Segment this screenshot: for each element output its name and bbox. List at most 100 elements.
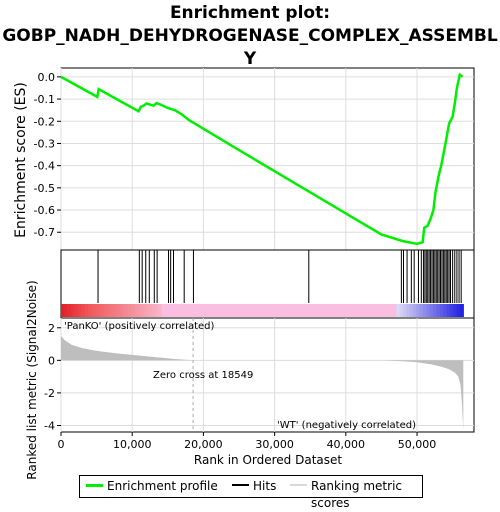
color-bar-segment	[154, 304, 159, 317]
color-bar-segment	[138, 304, 143, 317]
color-bar-segment	[218, 304, 223, 317]
color-bar-segment	[161, 304, 166, 317]
color-bar-segment	[416, 304, 421, 317]
color-bar-segment	[268, 304, 273, 317]
metric-y-ticks: 2 0 -2 -4	[44, 322, 61, 432]
color-bar-segment	[104, 304, 109, 317]
x-tick-label: 50,000	[398, 438, 437, 451]
metric-tick-label: -2	[44, 387, 55, 400]
color-bar-segment	[426, 304, 431, 317]
color-bar-segment	[178, 304, 183, 317]
metric-grid	[60, 318, 474, 432]
color-bar-segment	[168, 304, 173, 317]
color-bar-segment	[356, 304, 360, 317]
color-bar-segment	[305, 304, 310, 317]
es-tick-label: -0.3	[34, 137, 55, 150]
color-bar-segment	[188, 304, 193, 317]
color-bar-segment	[389, 304, 394, 317]
zero-cross-label: Zero cross at 18549	[153, 370, 253, 381]
color-bar-segment	[128, 304, 133, 317]
enrichment-profile-line	[60, 72, 464, 246]
es-panel-frame	[60, 67, 475, 251]
color-bar-segment	[71, 304, 76, 317]
color-bar-segment	[211, 304, 216, 317]
color-bar-segment	[322, 304, 327, 317]
color-bar-segment	[449, 304, 454, 317]
color-bar-segment	[292, 304, 297, 317]
legend-metric-swatch	[290, 484, 307, 486]
color-bar-segment	[81, 304, 86, 317]
color-bar-segment	[372, 304, 377, 317]
color-bar-segment	[238, 304, 243, 317]
color-bar-segment	[379, 304, 384, 317]
color-bar-segment	[376, 304, 381, 317]
color-bar-segment	[436, 304, 441, 317]
metric-panel-frame	[60, 317, 475, 433]
legend: Enrichment profile Hits Ranking metric s…	[79, 475, 423, 510]
color-bar-segment	[67, 304, 72, 317]
es-y-ticks: 0.0 -0.1 -0.2 -0.3 -0.4 -0.5 -0.6 -0.7	[34, 71, 61, 239]
color-bar-segment	[205, 304, 210, 317]
color-bar-segment	[111, 304, 116, 317]
color-bar-segment	[288, 304, 293, 317]
color-bar-segment	[124, 304, 129, 317]
color-bar-segment	[97, 304, 102, 317]
color-bar-segment	[262, 304, 267, 317]
color-bar-segment	[423, 304, 428, 317]
x-tick-label: 40,000	[327, 438, 366, 451]
title-line-1: Enrichment plot:	[169, 3, 331, 23]
color-bar-segment	[406, 304, 411, 317]
color-bar-segment	[252, 304, 257, 317]
color-bar-segment	[225, 304, 230, 317]
es-tick-label: -0.5	[34, 182, 55, 195]
legend-enrichment-label: Enrichment profile	[107, 479, 218, 493]
color-bar-segment	[101, 304, 106, 317]
color-bar-segment	[87, 304, 92, 317]
legend-enrichment-swatch	[86, 484, 103, 487]
color-bar-segment	[362, 304, 367, 317]
color-bar-segment	[242, 304, 246, 317]
color-bar-segment	[459, 304, 464, 317]
x-axis-ticks: 0 10,000 20,000 30,000 40,000 50,000	[58, 432, 437, 451]
color-bar-segment	[77, 304, 82, 317]
color-bar-segment	[117, 304, 122, 317]
color-bar-segment	[265, 304, 270, 317]
color-bar-segment	[255, 304, 260, 317]
legend-hits-swatch	[232, 484, 249, 486]
color-bar-segment	[369, 304, 374, 317]
color-bar-segment	[285, 304, 290, 317]
hits-markers	[97, 250, 462, 303]
color-bar-segment	[396, 304, 401, 317]
es-tick-label: -0.4	[34, 160, 55, 173]
es-tick-label: -0.7	[34, 226, 55, 239]
color-bar-segment	[299, 304, 303, 317]
color-bar-segment	[456, 304, 461, 317]
color-bar-segment	[282, 304, 287, 317]
es-tick-label: -0.6	[34, 204, 55, 217]
metric-tick-label: 0	[48, 354, 55, 367]
color-bar-segment	[231, 304, 236, 317]
color-bar-segment	[181, 304, 186, 317]
x-tick-label: 20,000	[184, 438, 223, 451]
metric-y-axis-label: Ranked list metric (Signal2Noise)	[25, 280, 39, 479]
color-bar-segment	[352, 304, 357, 317]
color-bar-segment	[443, 304, 448, 317]
color-bar-segment	[74, 304, 79, 317]
color-bar-segment	[84, 304, 89, 317]
color-bar-segment	[433, 304, 438, 317]
color-bar-segment	[198, 304, 203, 317]
color-bar-segment	[439, 304, 444, 317]
x-axis-label: Rank in Ordered Dataset	[194, 453, 342, 467]
color-bar-segment	[335, 304, 340, 317]
color-bar-segment	[245, 304, 250, 317]
color-bar-segment	[386, 304, 391, 317]
color-bar-segment	[114, 304, 119, 317]
color-bar-segment	[148, 304, 153, 317]
color-bar-segment	[359, 304, 364, 317]
color-bar-segment	[349, 304, 354, 317]
color-bar-segment	[258, 304, 263, 317]
color-bar-segment	[121, 304, 126, 317]
color-bar-segment	[107, 304, 112, 317]
title-line-3: Y	[243, 49, 257, 69]
color-bar-segment	[171, 304, 176, 317]
